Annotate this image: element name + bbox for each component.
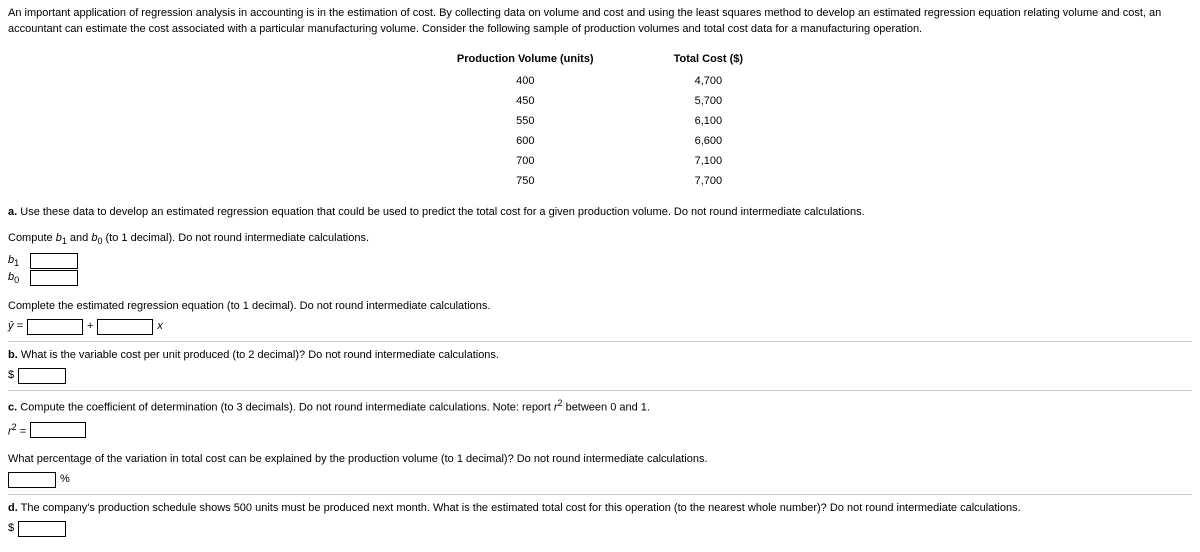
yhat-intercept-input[interactable] bbox=[27, 319, 83, 335]
yhat-label: ŷ = bbox=[8, 319, 23, 335]
text-c-post: between 0 and 1. bbox=[563, 402, 650, 414]
d-answer-row: $ bbox=[8, 521, 1192, 537]
label-a: a. bbox=[8, 206, 17, 218]
text-d: The company's production schedule shows … bbox=[21, 502, 1021, 514]
pct-row: % bbox=[8, 472, 1192, 488]
table-row: 7007,100 bbox=[417, 152, 783, 172]
estimated-cost-input[interactable] bbox=[18, 521, 66, 537]
table-cell: 400 bbox=[417, 72, 634, 92]
table-cell: 7,700 bbox=[634, 172, 783, 192]
pct-sign: % bbox=[60, 472, 70, 488]
table-cell: 4,700 bbox=[634, 72, 783, 92]
b1-row: b1 bbox=[8, 253, 1192, 270]
r2-row: r2 = bbox=[8, 421, 1192, 441]
text-b: What is the variable cost per unit produ… bbox=[21, 349, 499, 361]
col-header-volume: Production Volume (units) bbox=[417, 50, 634, 72]
plus-sign: + bbox=[87, 319, 93, 335]
table-cell: 5,700 bbox=[634, 92, 783, 112]
table-row: 4004,700 bbox=[417, 72, 783, 92]
table-cell: 7,100 bbox=[634, 152, 783, 172]
table-cell: 750 bbox=[417, 172, 634, 192]
text-c-pre: Compute the coefficient of determination… bbox=[20, 402, 554, 414]
table-row: 5506,100 bbox=[417, 112, 783, 132]
divider-1 bbox=[8, 341, 1192, 342]
part-b: b. What is the variable cost per unit pr… bbox=[8, 348, 1192, 364]
table-cell: 550 bbox=[417, 112, 634, 132]
col-header-cost: Total Cost ($) bbox=[634, 50, 783, 72]
label-d: d. bbox=[8, 502, 18, 514]
yhat-row: ŷ = + x bbox=[8, 319, 1192, 335]
table-cell: 600 bbox=[417, 132, 634, 152]
table-cell: 6,600 bbox=[634, 132, 783, 152]
text-a: Use these data to develop an estimated r… bbox=[20, 206, 864, 218]
data-table: Production Volume (units) Total Cost ($)… bbox=[417, 50, 783, 192]
x-label: x bbox=[157, 319, 163, 335]
r2-input[interactable] bbox=[30, 422, 86, 438]
part-a: a. Use these data to develop an estimate… bbox=[8, 205, 1192, 221]
part-d: d. The company's production schedule sho… bbox=[8, 501, 1192, 517]
dollar-b: $ bbox=[8, 368, 14, 384]
intro-text: An important application of regression a… bbox=[8, 6, 1192, 38]
b0-row: b0 bbox=[8, 270, 1192, 287]
table-cell: 700 bbox=[417, 152, 634, 172]
table-row: 4505,700 bbox=[417, 92, 783, 112]
label-c: c. bbox=[8, 402, 17, 414]
variable-cost-input[interactable] bbox=[18, 368, 66, 384]
dollar-d: $ bbox=[8, 521, 14, 537]
b-answer-row: $ bbox=[8, 368, 1192, 384]
table-row: 7507,700 bbox=[417, 172, 783, 192]
part-c: c. Compute the coefficient of determinat… bbox=[8, 397, 1192, 417]
divider-3 bbox=[8, 494, 1192, 495]
b1-input[interactable] bbox=[30, 253, 78, 269]
b0-input[interactable] bbox=[30, 270, 78, 286]
table-cell: 450 bbox=[417, 92, 634, 112]
pct-input[interactable] bbox=[8, 472, 56, 488]
pct-line: What percentage of the variation in tota… bbox=[8, 452, 1192, 468]
label-b: b. bbox=[8, 349, 18, 361]
divider-2 bbox=[8, 390, 1192, 391]
yhat-slope-input[interactable] bbox=[97, 319, 153, 335]
table-cell: 6,100 bbox=[634, 112, 783, 132]
compute-b-line: Compute b1 and b0 (to 1 decimal). Do not… bbox=[8, 231, 1192, 248]
table-row: 6006,600 bbox=[417, 132, 783, 152]
complete-eq-line: Complete the estimated regression equati… bbox=[8, 299, 1192, 315]
